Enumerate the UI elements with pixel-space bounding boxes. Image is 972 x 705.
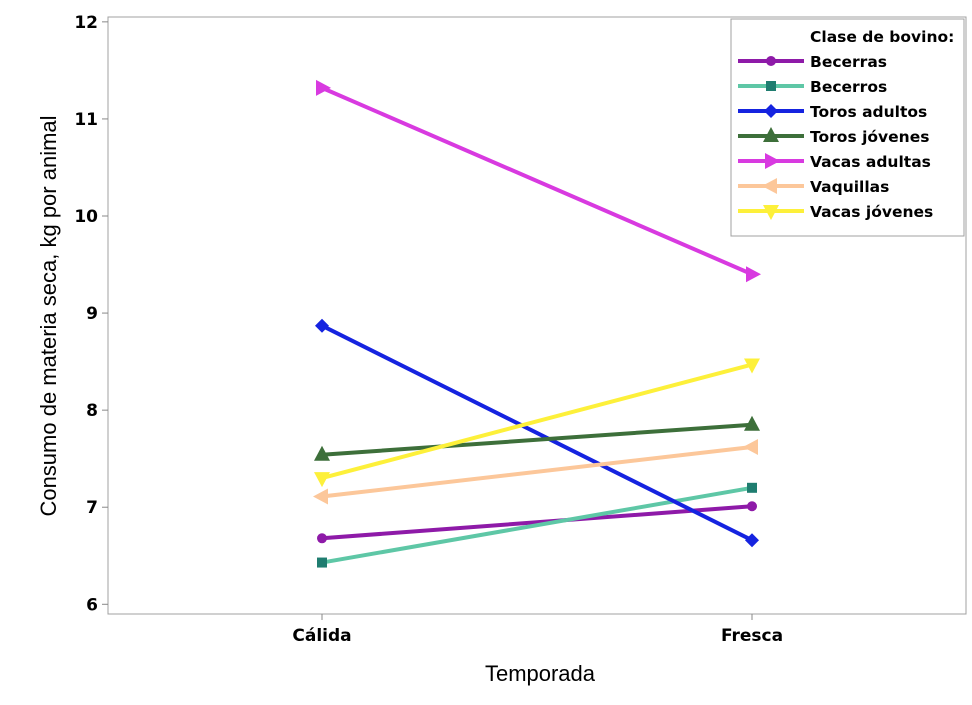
data-point bbox=[747, 482, 757, 493]
series-vaquillas bbox=[313, 439, 758, 505]
data-point bbox=[314, 445, 330, 461]
series-line bbox=[320, 485, 754, 565]
series-line bbox=[320, 323, 754, 543]
data-point bbox=[744, 358, 760, 374]
legend-item-vacas-adultas: Vacas adultas bbox=[738, 153, 931, 171]
series-becerros bbox=[317, 482, 757, 568]
legend-label: Vacas jóvenes bbox=[810, 203, 933, 221]
legend-item-becerros: Becerros bbox=[738, 78, 887, 96]
series-line bbox=[320, 445, 754, 499]
legend-marker bbox=[765, 153, 780, 169]
y-axis-title: Consumo de materia seca, kg por animal bbox=[36, 115, 61, 516]
legend-marker bbox=[766, 56, 776, 66]
legend-items: Becerras Becerros Toros adultos Toros jóven… bbox=[738, 53, 933, 221]
legend-label: Toros adultos bbox=[810, 103, 927, 121]
legend-label: Vaquillas bbox=[810, 178, 889, 196]
plot-frame bbox=[107, 16, 967, 615]
legend-item-becerras: Becerras bbox=[738, 53, 887, 71]
data-point bbox=[315, 318, 329, 333]
x-tick-label: Fresca bbox=[721, 626, 783, 646]
x-axis-title: Temporada bbox=[485, 661, 596, 686]
data-point bbox=[744, 415, 760, 431]
series-vacas-adultas bbox=[316, 79, 761, 283]
y-tick-label: 6 bbox=[86, 595, 98, 615]
legend-title: Clase de bovino: bbox=[810, 28, 954, 46]
y-tick-label: 8 bbox=[86, 401, 98, 421]
x-axis: Cálida Fresca bbox=[292, 614, 783, 646]
y-axis: 6 7 8 9 10 11 12 bbox=[74, 13, 108, 615]
series-toros-jovenes bbox=[314, 415, 760, 461]
data-point bbox=[743, 439, 758, 456]
series-vacas-jovenes bbox=[314, 358, 760, 488]
legend-item-toros-jovenes: Toros jóvenes bbox=[738, 127, 929, 146]
series-layer bbox=[313, 79, 761, 568]
x-tick-label: Cálida bbox=[292, 626, 351, 646]
y-tick-label: 9 bbox=[86, 304, 98, 324]
data-point bbox=[314, 472, 330, 488]
y-tick-label: 12 bbox=[74, 13, 98, 33]
y-tick-label: 7 bbox=[86, 498, 98, 518]
series-line bbox=[320, 362, 754, 481]
series-becerras bbox=[317, 501, 757, 544]
series-line bbox=[320, 504, 754, 541]
legend-label: Becerros bbox=[810, 78, 887, 96]
legend: Clase de bovino: Becerras Becerros Toros a… bbox=[730, 18, 965, 237]
legend-marker bbox=[766, 81, 776, 91]
y-tick-label: 11 bbox=[74, 110, 98, 130]
legend-label: Becerras bbox=[810, 53, 887, 71]
legend-item-toros-adultos: Toros adultos bbox=[738, 103, 927, 121]
series-line bbox=[320, 85, 754, 277]
data-point bbox=[317, 533, 327, 544]
legend-item-vacas-jovenes: Vacas jóvenes bbox=[738, 203, 933, 221]
data-point bbox=[316, 79, 331, 96]
legend-marker bbox=[763, 127, 779, 142]
data-point bbox=[313, 488, 328, 505]
data-point bbox=[745, 533, 759, 548]
legend-box bbox=[730, 18, 965, 237]
series-toros-adultos bbox=[315, 318, 759, 548]
legend-label: Vacas adultas bbox=[810, 153, 931, 171]
series-line bbox=[320, 422, 754, 457]
data-point bbox=[746, 266, 761, 283]
legend-marker bbox=[763, 205, 779, 220]
data-point bbox=[747, 501, 757, 512]
legend-label: Toros jóvenes bbox=[810, 128, 929, 146]
y-tick-label: 10 bbox=[74, 207, 98, 227]
legend-marker bbox=[762, 178, 777, 194]
legend-marker bbox=[764, 104, 778, 118]
data-point bbox=[317, 557, 327, 568]
legend-item-vaquillas: Vaquillas bbox=[738, 178, 889, 196]
